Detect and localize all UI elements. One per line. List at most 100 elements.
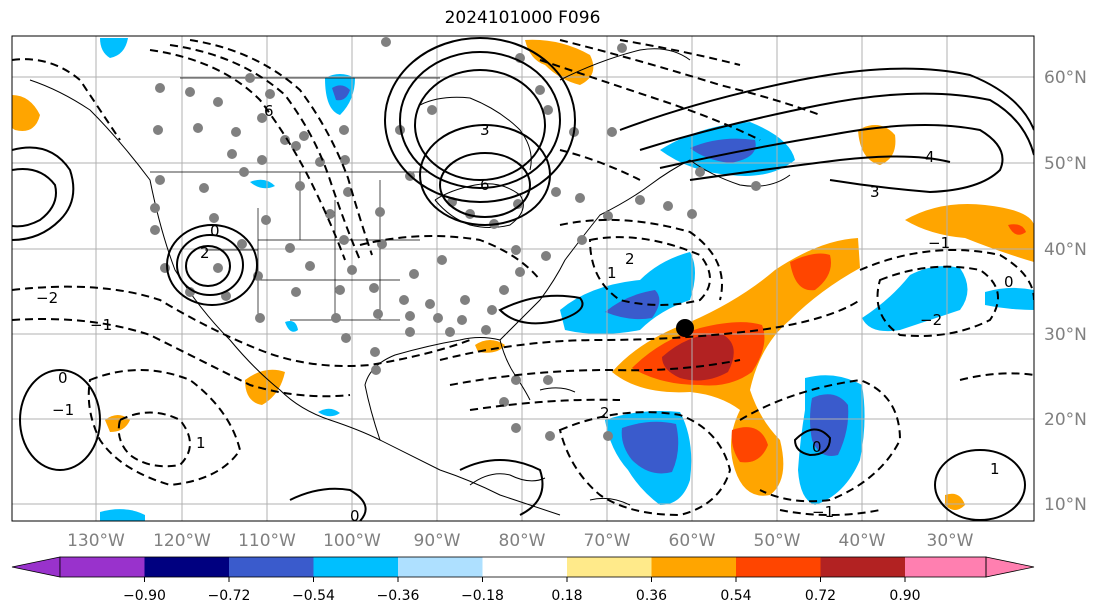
positive-region-atlantic-ne bbox=[790, 253, 831, 291]
positive-region-east-atlantic-core bbox=[1008, 224, 1026, 235]
positive-region-east-atlantic bbox=[905, 204, 1034, 262]
colorbar-ticks bbox=[144, 577, 906, 582]
lon-tick: 60°W bbox=[669, 531, 716, 551]
colorbar-segment bbox=[905, 557, 986, 577]
lon-tick: 30°W bbox=[927, 531, 974, 551]
colorbar-frame bbox=[59, 556, 987, 578]
colorbar-tick-label: 0.90 bbox=[889, 588, 920, 604]
colorbar-tick-label: −0.36 bbox=[377, 588, 420, 604]
positive-region-alaska bbox=[12, 95, 40, 131]
positive-region-atlantic-se bbox=[731, 427, 768, 463]
colorbar-segment bbox=[144, 557, 229, 577]
shading-layer bbox=[12, 38, 1034, 521]
colorbar: −0.90 −0.72 −0.54 −0.36 −0.18 0.18 0.36 … bbox=[11, 556, 1035, 604]
lon-tick: 110°W bbox=[238, 531, 296, 551]
contour-label: 2 bbox=[625, 250, 635, 268]
contour-label: 6 bbox=[480, 176, 490, 194]
storm-center-marker bbox=[676, 319, 694, 337]
lon-tick: 70°W bbox=[584, 531, 631, 551]
negative-region-baja bbox=[285, 321, 298, 332]
contour-label: −1 bbox=[928, 234, 950, 252]
contours-negative bbox=[12, 39, 1034, 517]
contour-label: −1 bbox=[812, 503, 834, 521]
lat-tick: 50°N bbox=[1044, 154, 1087, 174]
contour-label: −2 bbox=[920, 311, 942, 329]
lat-tick: 10°N bbox=[1044, 495, 1087, 515]
contour-label: 0 bbox=[210, 222, 220, 240]
contour-label: 1 bbox=[196, 434, 206, 452]
lon-tick-labels: 130°W 120°W 110°W 100°W 90°W 80°W 70°W 6… bbox=[67, 531, 974, 551]
colorbar-segment bbox=[820, 557, 905, 577]
negative-region-pacific-s bbox=[100, 509, 145, 521]
colorbar-tick-label: 0.18 bbox=[551, 588, 582, 604]
lon-tick: 120°W bbox=[153, 531, 211, 551]
map-frame bbox=[11, 35, 1035, 522]
contour-label: 1 bbox=[990, 460, 1000, 478]
contour-label: 0 bbox=[58, 369, 68, 387]
contour-label: 0 bbox=[350, 507, 360, 525]
lat-tick: 30°N bbox=[1044, 325, 1087, 345]
contour-label: 0 bbox=[812, 438, 822, 456]
lat-tick: 20°N bbox=[1044, 410, 1087, 430]
colorbar-segment bbox=[398, 557, 483, 577]
lat-tick: 60°N bbox=[1044, 68, 1087, 88]
positive-region-mexico bbox=[245, 369, 285, 405]
colorbar-tick-label: −0.72 bbox=[208, 588, 251, 604]
contour-label: 2 bbox=[600, 404, 610, 422]
map-background bbox=[12, 36, 1034, 521]
colorbar-tick-label: 0.72 bbox=[805, 588, 836, 604]
positive-region-greenland-s bbox=[858, 125, 896, 165]
contours-positive bbox=[12, 37, 1034, 521]
contour-label: 3 bbox=[480, 121, 490, 139]
lat-tick-labels: 60°N 50°N 40°N 30°N 20°N 10°N bbox=[1044, 68, 1087, 515]
negative-region-gulf-mx bbox=[318, 408, 340, 417]
colorbar-tick-label: 0.54 bbox=[720, 588, 751, 604]
colorbar-tick-label: −0.54 bbox=[292, 588, 335, 604]
contour-label: −2 bbox=[36, 289, 58, 307]
colorbar-left-extend bbox=[11, 556, 61, 578]
negative-region-canada-core bbox=[332, 85, 350, 101]
lon-tick: 40°W bbox=[839, 531, 886, 551]
positive-region-far-east bbox=[945, 493, 965, 510]
negative-region-atlantic-w bbox=[560, 252, 695, 334]
colorbar-tick-label: −0.18 bbox=[461, 588, 504, 604]
positive-region-north bbox=[525, 39, 594, 85]
positive-region-gulf bbox=[475, 340, 505, 353]
negative-region-east-atl bbox=[862, 266, 968, 332]
contour-label: 0 bbox=[1004, 273, 1014, 291]
lon-tick: 130°W bbox=[67, 531, 125, 551]
coastlines bbox=[29, 48, 791, 516]
contour-label: −1 bbox=[90, 316, 112, 334]
contour-label: 3 bbox=[870, 183, 880, 201]
colorbar-tick-label: −0.90 bbox=[123, 588, 166, 604]
colorbar-tick-label: 0.36 bbox=[636, 588, 667, 604]
colorbar-segment bbox=[736, 557, 821, 577]
lon-tick: 50°W bbox=[754, 531, 801, 551]
contour-label: −1 bbox=[52, 401, 74, 419]
contour-label: 1 bbox=[607, 264, 617, 282]
contour-label: 4 bbox=[925, 148, 935, 166]
negative-region-arctic bbox=[100, 38, 128, 58]
contour-label: 2 bbox=[200, 244, 210, 262]
colorbar-segment bbox=[651, 557, 736, 577]
negative-region-atlantic-w-core bbox=[605, 290, 660, 320]
colorbar-segment bbox=[229, 557, 314, 577]
colorbar-segment bbox=[313, 557, 398, 577]
lon-tick: 100°W bbox=[323, 531, 381, 551]
colorbar-right-extend bbox=[985, 556, 1035, 578]
lat-tick: 40°N bbox=[1044, 240, 1087, 260]
lon-tick: 80°W bbox=[499, 531, 546, 551]
contour-label: 6 bbox=[264, 102, 274, 120]
map-title: 2024101000 F096 bbox=[444, 8, 601, 28]
contour-labels: 0 2 6 −2 3 6 4 −1 2 1 0 −2 3 −1 0 −1 2 1… bbox=[36, 102, 1014, 525]
negative-region-plains bbox=[250, 179, 275, 189]
positive-region-atlantic-core bbox=[662, 333, 734, 381]
negative-region-caribbean-e-core bbox=[621, 421, 679, 474]
negative-region-mid-atlantic-core bbox=[810, 394, 849, 456]
colorbar-segment bbox=[567, 557, 652, 577]
colorbar-segment bbox=[482, 557, 567, 577]
lon-tick: 90°W bbox=[414, 531, 461, 551]
colorbar-segment bbox=[60, 557, 145, 577]
negative-region-labrador-core bbox=[690, 138, 756, 163]
